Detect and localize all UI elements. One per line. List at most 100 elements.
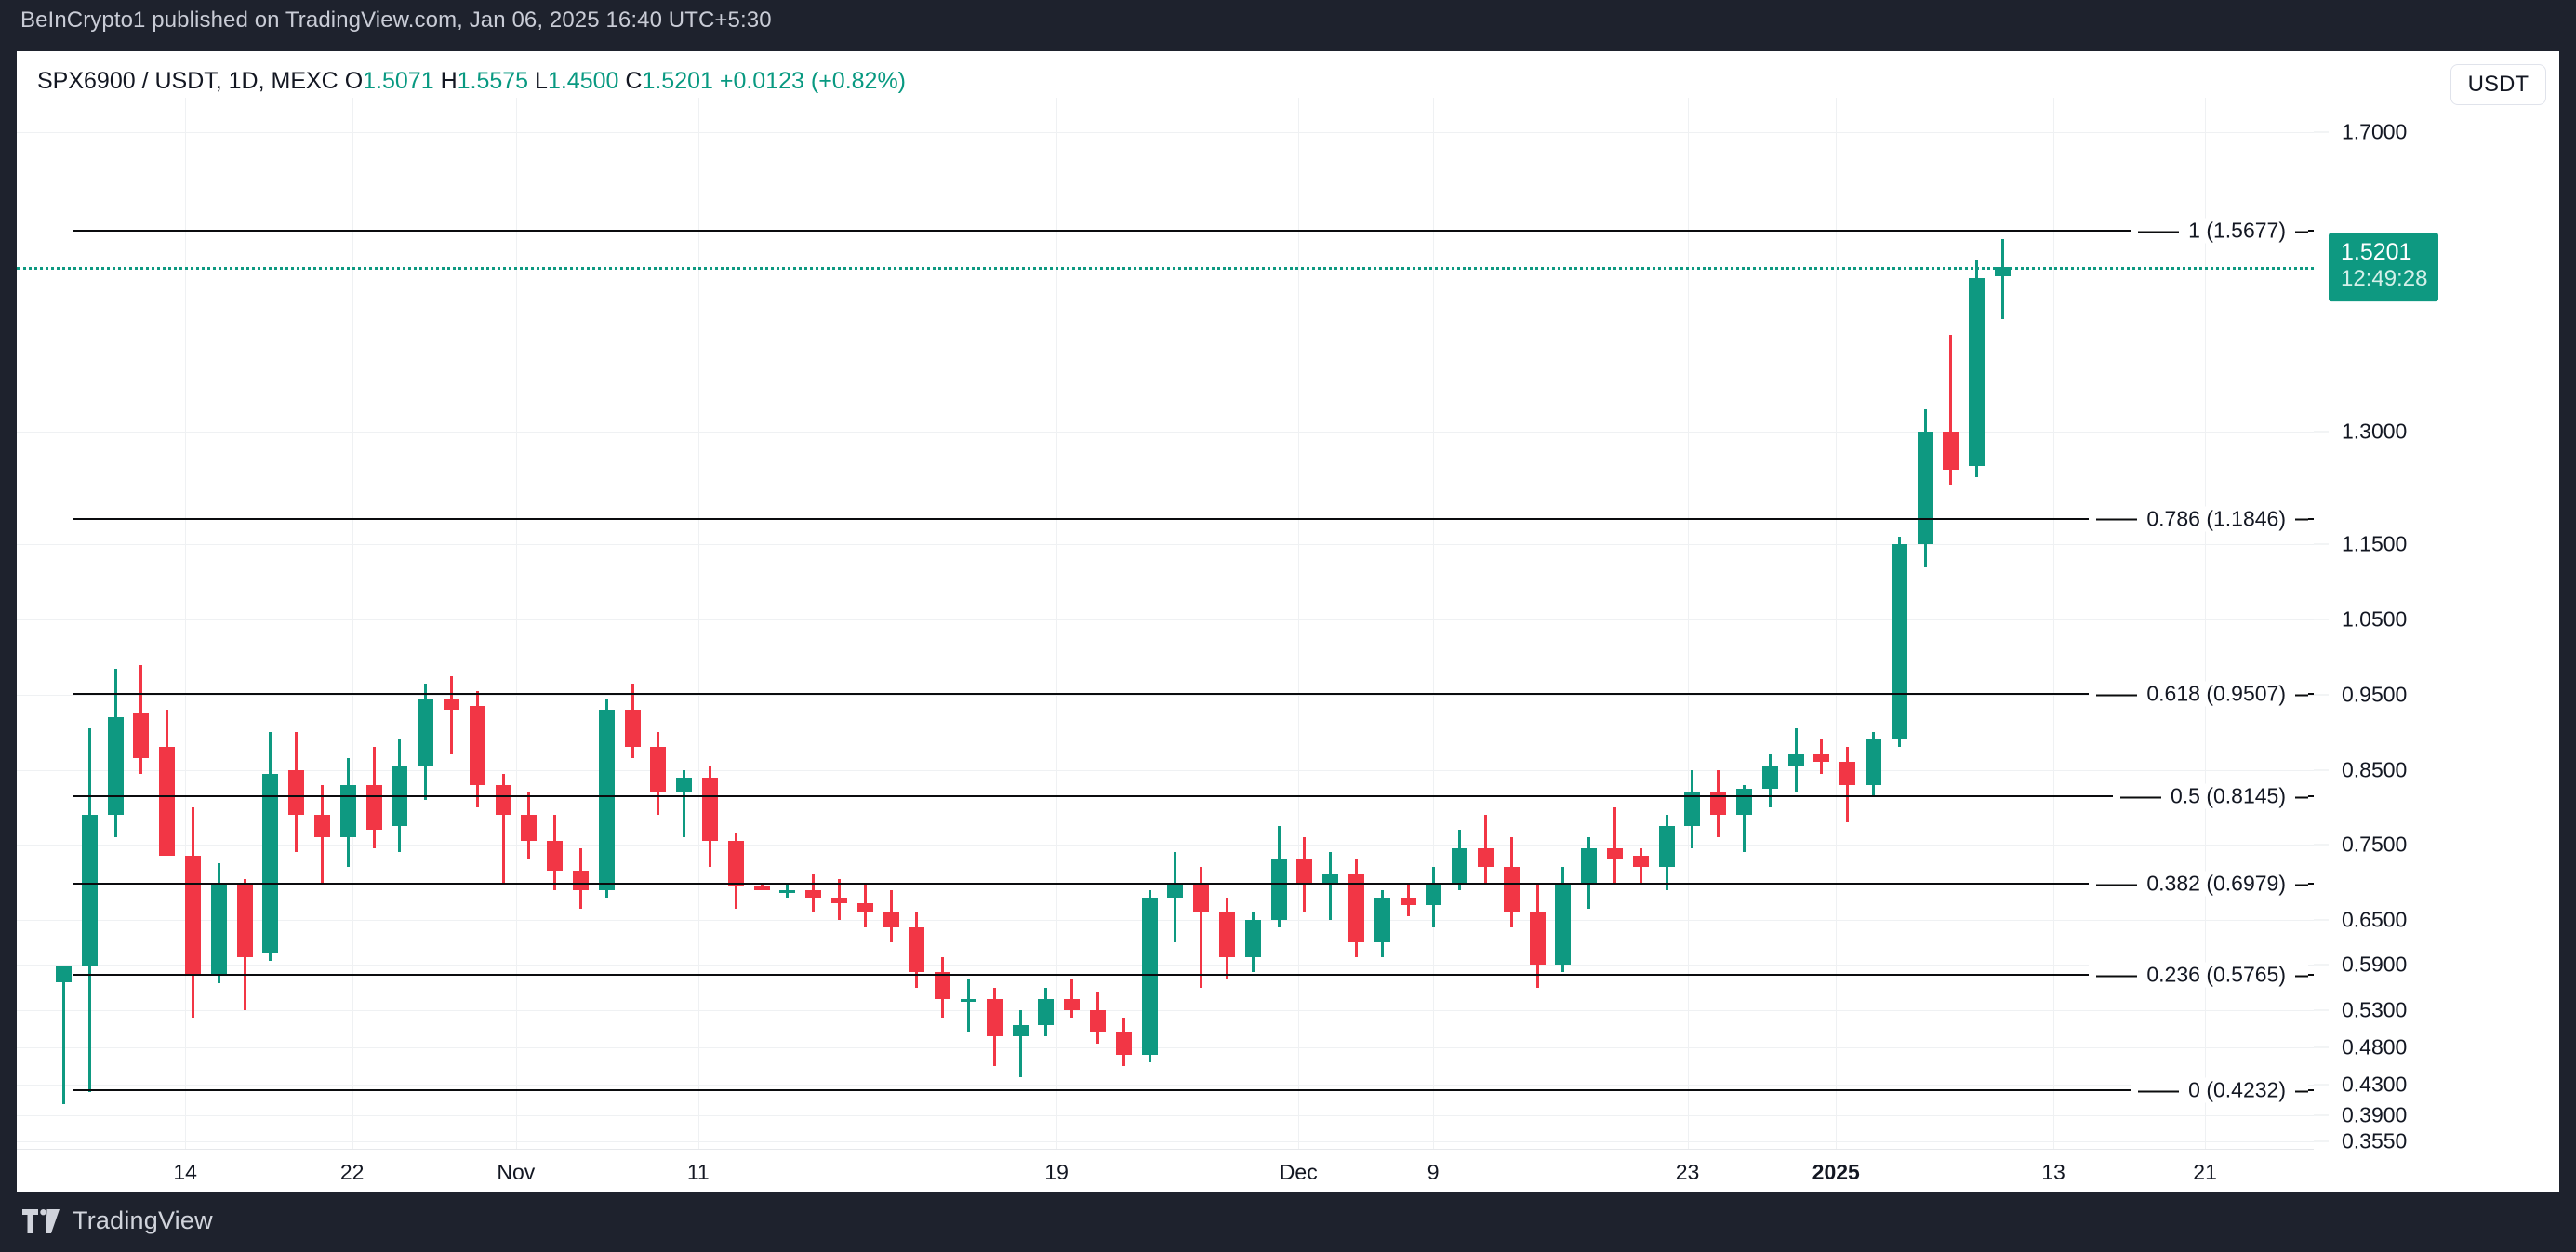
candlestick[interactable] [753,98,770,1149]
candlestick[interactable] [1969,98,1985,1149]
candlestick[interactable] [1193,98,1210,1149]
fib-level-line[interactable] [73,230,2314,233]
candlestick[interactable] [288,98,305,1149]
vertical-gridline [185,98,187,1149]
candlestick[interactable] [598,98,615,1149]
current-price-badge[interactable]: 1.5201 12:49:28 [2329,232,2439,301]
candlestick[interactable] [210,98,227,1149]
candlestick[interactable] [1244,98,1261,1149]
candlestick[interactable] [831,98,847,1149]
candlestick[interactable] [1813,98,1830,1149]
candlestick[interactable] [676,98,693,1149]
candlestick[interactable] [909,98,925,1149]
candlestick[interactable] [573,98,589,1149]
legend-symbol[interactable]: SPX6900 / USDT, 1D, MEXC [37,68,339,94]
candlestick[interactable] [262,98,279,1149]
candlestick[interactable] [779,98,796,1149]
candlestick[interactable] [1400,98,1416,1149]
candlestick[interactable] [444,98,459,1149]
candlestick[interactable] [1555,98,1572,1149]
candlestick[interactable] [418,98,434,1149]
fib-level-line[interactable] [73,795,2314,798]
candlestick[interactable] [1348,98,1364,1149]
candlestick[interactable] [1090,98,1106,1149]
candlestick[interactable] [1787,98,1804,1149]
fib-level-line[interactable] [73,517,2314,520]
candlestick[interactable] [1529,98,1546,1149]
candlestick[interactable] [1736,98,1752,1149]
candlestick[interactable] [236,98,253,1149]
candlestick[interactable] [1374,98,1390,1149]
chart-panel: SPX6900 / USDT, 1D, MEXC O1.5071 H1.5575… [17,51,2559,1192]
plot-area[interactable]: 1 (1.5677) 0.786 (1.1846) 0.618 (0.9507) 0.… [17,98,2314,1149]
candlestick[interactable] [1322,98,1339,1149]
price-axis-tick-label: 0.6500 [2342,907,2408,932]
candlestick[interactable] [1270,98,1287,1149]
candlestick[interactable] [1943,98,1959,1149]
candlestick[interactable] [624,98,641,1149]
candlestick[interactable] [935,98,951,1149]
time-axis-tick-label: 13 [2041,1160,2065,1184]
time-axis[interactable]: 14 22 Nov 11 19 Dec 9 23 2025 13 21 [17,1149,2314,1192]
candlestick[interactable] [1219,98,1235,1149]
horizontal-gridline [17,619,2314,621]
candlestick[interactable] [1710,98,1727,1149]
candlestick[interactable] [133,98,150,1149]
candlestick[interactable] [1478,98,1494,1149]
candlestick[interactable] [1064,98,1081,1149]
candlestick[interactable] [392,98,408,1149]
candlestick[interactable] [856,98,873,1149]
candlestick[interactable] [185,98,201,1149]
candlestick[interactable] [107,98,124,1149]
candlestick[interactable] [1917,98,1933,1149]
candlestick[interactable] [727,98,744,1149]
candlestick[interactable] [1012,98,1029,1149]
candlestick[interactable] [339,98,356,1149]
candlestick[interactable] [1452,98,1468,1149]
candlestick[interactable] [1296,98,1313,1149]
candlestick[interactable] [650,98,667,1149]
fib-level-line[interactable] [73,1088,2314,1091]
candle-body [56,966,72,982]
candlestick[interactable] [1038,98,1055,1149]
currency-pill[interactable]: USDT [2450,64,2546,105]
candlestick[interactable] [1503,98,1520,1149]
fib-level-line[interactable] [73,974,2314,977]
candle-body [133,713,150,759]
candlestick[interactable] [1141,98,1158,1149]
candlestick[interactable] [1839,98,1856,1149]
candlestick[interactable] [56,98,72,1149]
candlestick[interactable] [1581,98,1598,1149]
candlestick[interactable] [805,98,822,1149]
fib-level-line[interactable] [73,693,2314,696]
price-axis-tick-mark [2314,919,2329,921]
candlestick[interactable] [314,98,330,1149]
candlestick[interactable] [495,98,511,1149]
candlestick[interactable] [1866,98,1881,1149]
candlestick[interactable] [365,98,382,1149]
candle-body [1995,266,2011,277]
candlestick[interactable] [1426,98,1442,1149]
price-axis[interactable]: 1.7000 1.3000 1.1500 1.0500 0.9500 0.8500 0.75… [2314,98,2559,1152]
candlestick[interactable] [81,98,98,1149]
fib-level-line[interactable] [73,883,2314,886]
candlestick[interactable] [1995,98,2011,1149]
candlestick[interactable] [961,98,976,1149]
candlestick[interactable] [1632,98,1649,1149]
candlestick[interactable] [986,98,1003,1149]
candlestick[interactable] [1167,98,1184,1149]
candlestick[interactable] [883,98,899,1149]
candlestick[interactable] [1684,98,1701,1149]
candlestick[interactable] [1891,98,1907,1149]
candlestick[interactable] [159,98,176,1149]
candlestick[interactable] [521,98,538,1149]
candlestick[interactable] [1115,98,1132,1149]
candlestick[interactable] [1658,98,1675,1149]
candlestick[interactable] [547,98,564,1149]
fib-label-leader-line [2096,975,2138,978]
candlestick[interactable] [469,98,485,1149]
legend-high-label: H [440,68,458,94]
candlestick[interactable] [1761,98,1778,1149]
candlestick[interactable] [1607,98,1623,1149]
candlestick[interactable] [702,98,718,1149]
